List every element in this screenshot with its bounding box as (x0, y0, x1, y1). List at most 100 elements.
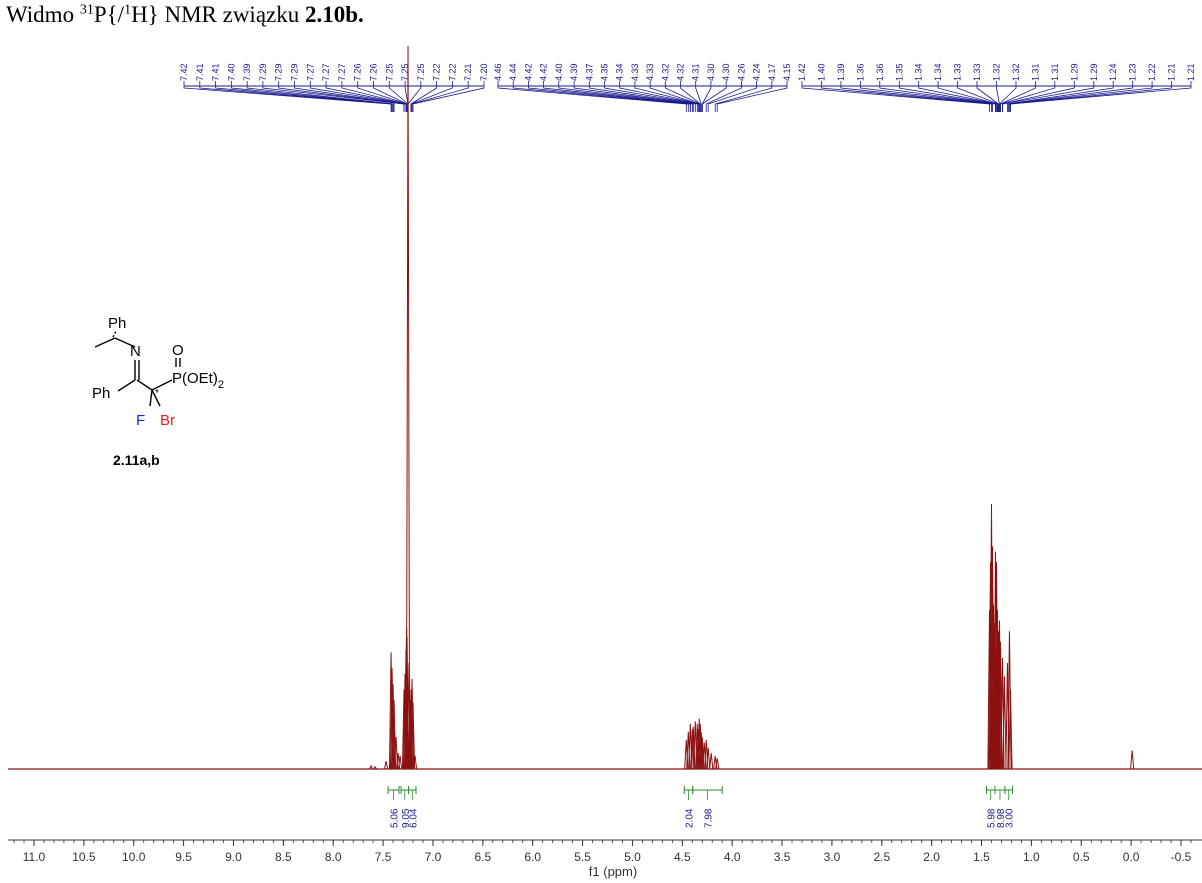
peak-label: 1.39 (836, 63, 846, 81)
peak-label: 7.29 (274, 63, 284, 81)
peak-label: 4.17 (767, 63, 777, 81)
peak-label-leader (497, 81, 687, 112)
peak-label-leader (619, 81, 699, 112)
peak-label-leader (1008, 81, 1134, 112)
peak-label-leader (879, 81, 996, 112)
peak-label-leader (701, 81, 727, 112)
peak-label: 7.27 (321, 63, 331, 81)
peak-label-leader (705, 81, 742, 112)
peak-label: 1.29 (1089, 63, 1099, 81)
peak-label: 1.36 (855, 63, 865, 81)
peak-label: 1.36 (875, 63, 885, 81)
atom-p-group: P(OEt)2 (172, 370, 224, 391)
peak-label: 4.35 (600, 63, 610, 81)
peak-label: 7.40 (226, 63, 236, 81)
peak-label-leader (1007, 81, 1114, 112)
peak-label: 4.39 (569, 63, 579, 81)
peak-label-leader (898, 81, 997, 112)
spectrum-peak-5 (390, 684, 396, 770)
peak-label: 7.20 (479, 63, 489, 81)
spectrum-peak-53 (1002, 676, 1007, 770)
atom-br: Br (160, 412, 175, 429)
peak-label: 1.21 (1186, 63, 1196, 81)
integral-value-label: 2.04 (685, 808, 696, 828)
peak-label: 1.34 (933, 63, 943, 81)
peak-label-leader (976, 81, 999, 112)
peak-label: 7.39 (242, 63, 252, 81)
peak-label: 7.42 (179, 63, 189, 81)
peak-label-leader (410, 81, 453, 112)
peak-label: 7.27 (305, 63, 315, 81)
x-axis-tick-label: 4.0 (724, 850, 741, 864)
peak-label-leader (680, 81, 701, 112)
spectrum-peak-32 (699, 731, 704, 770)
peak-label: 7.29 (258, 63, 268, 81)
peak-label-leader (1009, 81, 1153, 112)
peak-label: 7.25 (416, 63, 426, 81)
molecule-structure: Ph N O P(OEt)2 Ph * F Br 2.11a,b (92, 315, 224, 468)
spectrum-peak-55 (1007, 631, 1012, 770)
molecule-bonds (94, 330, 181, 407)
integral-value-label: 9.05 (401, 808, 412, 828)
peak-label-leader (1000, 81, 1056, 112)
peak-label-leader (341, 81, 407, 112)
caption-prefix: Widmo (6, 2, 80, 27)
peak-label-leader (573, 81, 694, 112)
peak-label: 4.30 (721, 63, 731, 81)
peak-label-leader (999, 81, 1017, 112)
spectrum-peak-36 (706, 747, 711, 770)
x-axis-tick-label: 8.0 (325, 850, 342, 864)
spectrum-peak-37 (709, 753, 714, 770)
spectrum-peak-19 (409, 678, 415, 770)
peak-label-leader (937, 81, 998, 112)
peak-label: 7.27 (337, 63, 347, 81)
x-axis-tick-label: 2.5 (873, 850, 890, 864)
peak-label: 7.29 (290, 63, 300, 81)
peak-label-leader (215, 81, 393, 112)
peak-label-leader (714, 81, 773, 112)
x-axis-tick-label: 5.0 (624, 850, 641, 864)
spectrum-peak-50 (997, 620, 1002, 770)
peak-label-leader (707, 81, 757, 112)
peak-label: 1.34 (914, 63, 924, 81)
peak-label: 4.42 (539, 63, 549, 81)
x-axis-tick-label: 7.0 (425, 850, 442, 864)
x-axis-tick-label: 5.5 (574, 850, 591, 864)
peak-label: 1.42 (797, 63, 807, 81)
x-axis-tick-label: 2.0 (923, 850, 940, 864)
x-axis-tick-label: -0.5 (1171, 850, 1192, 864)
peak-label: 1.31 (1050, 63, 1060, 81)
integral-value-label: 8.98 (996, 808, 1007, 828)
peak-label: 1.40 (817, 63, 827, 81)
spectrum-trace-layer (8, 45, 1202, 770)
integral-layer: 5.06 9.056.04 2.04 7.98 5.988.983.00 (387, 786, 1016, 828)
peak-label: 1.31 (1030, 63, 1040, 81)
caption-sup-1: 1 (124, 2, 132, 18)
atom-o: O (172, 342, 184, 359)
spectrum-peak-39 (715, 758, 720, 770)
p-group-label: P(OEt) (172, 370, 218, 387)
peak-label-leader (695, 81, 702, 112)
x-axis-tick-label: 6.0 (524, 850, 541, 864)
peak-label: 1.22 (1147, 63, 1157, 81)
caption-p: P{/ (93, 2, 125, 27)
peak-label-leader (840, 81, 993, 112)
peak-label: 1.29 (1069, 63, 1079, 81)
spectrum-peak-57 (1130, 750, 1135, 770)
peak-label: 7.21 (463, 63, 473, 81)
figure-caption: Widmo 31P{/1H} NMR związku 2.10b. (6, 2, 364, 28)
peak-label: 7.25 (384, 63, 394, 81)
peak-label: 1.24 (1108, 63, 1118, 81)
atom-ph-top: Ph (108, 315, 126, 332)
peak-label: 4.32 (660, 63, 670, 81)
peak-label: 4.15 (782, 63, 792, 81)
spectrum-peak-2 (383, 760, 389, 770)
peak-label-leader (183, 81, 392, 112)
atom-ph-left: Ph (92, 385, 110, 402)
peak-label-leader (543, 81, 691, 112)
integral-value-label: 7.98 (704, 808, 715, 828)
peak-label-leader (649, 81, 700, 112)
peak-label-layer: 7.42 7.41 7.41 7.40 7.39 7.29 7.29 7.29 7.27 7.27… (179, 63, 1196, 112)
x-axis-tick-label: 8.5 (275, 850, 292, 864)
x-axis-tick-label: 1.5 (973, 850, 990, 864)
